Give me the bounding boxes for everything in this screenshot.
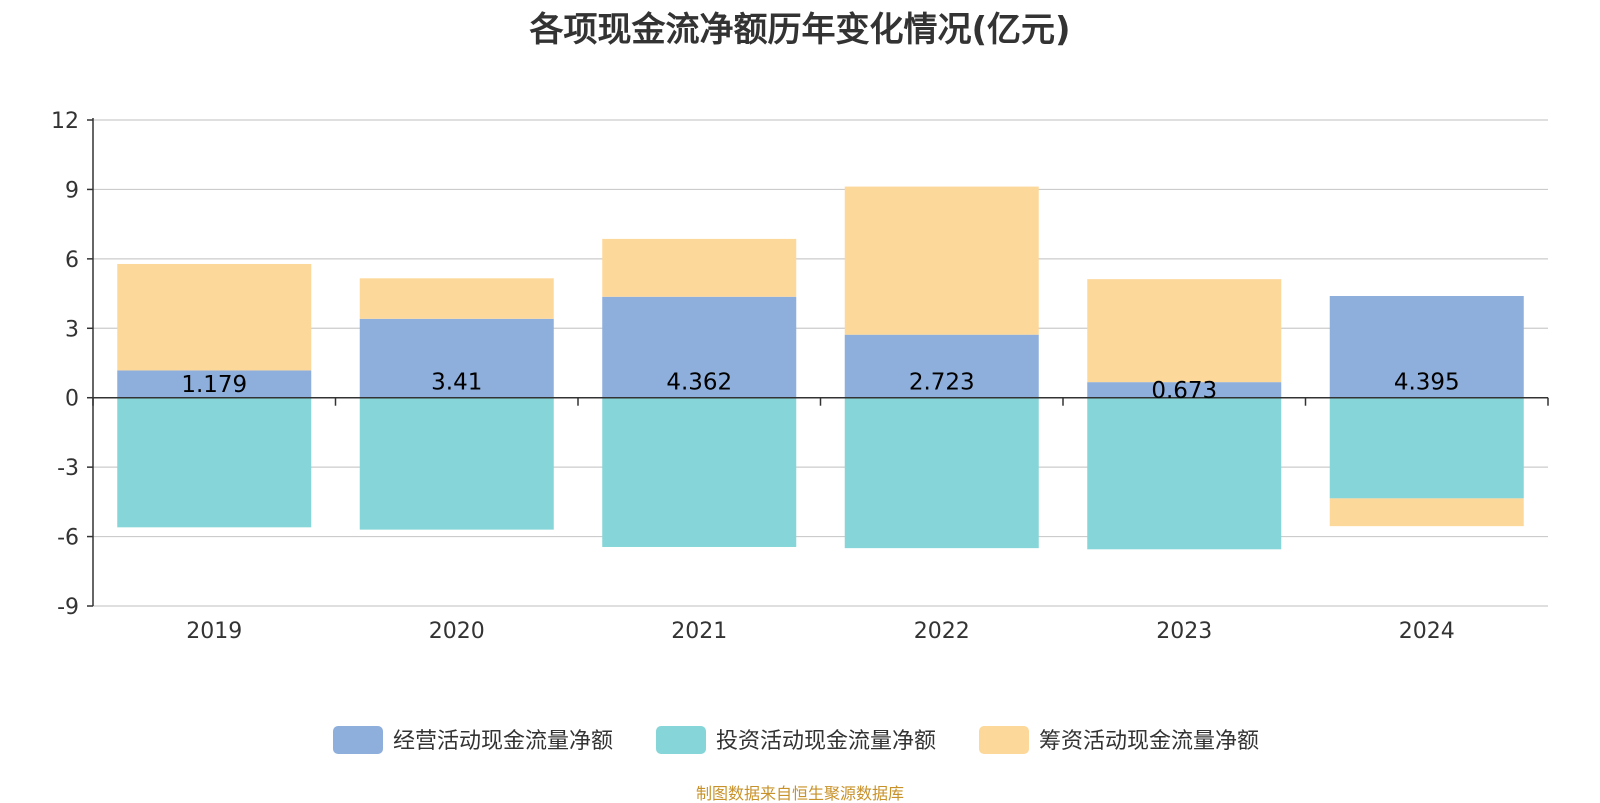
y-tick-label: 3 bbox=[65, 317, 79, 342]
legend-label-2[interactable]: 筹资活动现金流量净额 bbox=[1039, 729, 1259, 754]
data-label: 4.362 bbox=[666, 370, 732, 396]
data-label: 1.179 bbox=[181, 372, 247, 398]
y-tick-label: 12 bbox=[51, 109, 79, 134]
bar-series1-2022[interactable] bbox=[844, 397, 1039, 549]
bar-series2-2022[interactable] bbox=[844, 186, 1039, 335]
y-tick-label: 6 bbox=[65, 248, 79, 273]
y-tick-label: 0 bbox=[65, 387, 79, 412]
bar-series2-2020[interactable] bbox=[359, 278, 554, 319]
data-label: 4.395 bbox=[1394, 370, 1460, 396]
bar-series1-2019[interactable] bbox=[117, 397, 312, 528]
legend-swatch-0[interactable] bbox=[333, 726, 383, 754]
legend-swatch-2[interactable] bbox=[979, 726, 1029, 754]
x-tick-label: 2019 bbox=[186, 619, 242, 644]
bar-series0-2019[interactable] bbox=[117, 370, 312, 398]
bar-series1-2023[interactable] bbox=[1087, 397, 1282, 550]
bar-series2-2023[interactable] bbox=[1087, 279, 1282, 383]
chart-title: 各项现金流净额历年变化情况(亿元) bbox=[529, 10, 1071, 50]
legend-label-1[interactable]: 投资活动现金流量净额 bbox=[716, 729, 936, 754]
data-label: 3.41 bbox=[431, 370, 482, 396]
legend-swatch-1[interactable] bbox=[656, 726, 706, 754]
bar-series0-2024[interactable] bbox=[1329, 296, 1524, 398]
y-tick-label: -3 bbox=[57, 456, 79, 481]
bar-series0-2021[interactable] bbox=[602, 296, 797, 398]
y-tick-label: -6 bbox=[57, 526, 79, 551]
bar-series1-2024[interactable] bbox=[1329, 397, 1524, 499]
bar-series0-2023[interactable] bbox=[1087, 382, 1282, 398]
x-tick-label: 2020 bbox=[429, 619, 485, 644]
x-tick-label: 2024 bbox=[1399, 619, 1455, 644]
data-label: 2.723 bbox=[909, 370, 975, 396]
source-note: 制图数据来自恒生聚源数据库 bbox=[695, 784, 904, 803]
data-label: 0.673 bbox=[1151, 378, 1217, 404]
bar-series1-2021[interactable] bbox=[602, 397, 797, 547]
y-tick-label: -9 bbox=[57, 595, 79, 620]
bar-series2-2021[interactable] bbox=[602, 238, 797, 297]
y-tick-label: 9 bbox=[65, 178, 79, 203]
bar-series2-2024[interactable] bbox=[1329, 498, 1524, 527]
legend-label-0[interactable]: 经营活动现金流量净额 bbox=[393, 729, 613, 754]
bar-series2-2019[interactable] bbox=[117, 263, 312, 371]
bar-series1-2020[interactable] bbox=[359, 397, 554, 530]
x-tick-label: 2022 bbox=[914, 619, 970, 644]
bar-series0-2022[interactable] bbox=[844, 334, 1039, 398]
bar-series0-2020[interactable] bbox=[359, 318, 554, 398]
x-tick-label: 2023 bbox=[1156, 619, 1212, 644]
x-tick-label: 2021 bbox=[671, 619, 727, 644]
